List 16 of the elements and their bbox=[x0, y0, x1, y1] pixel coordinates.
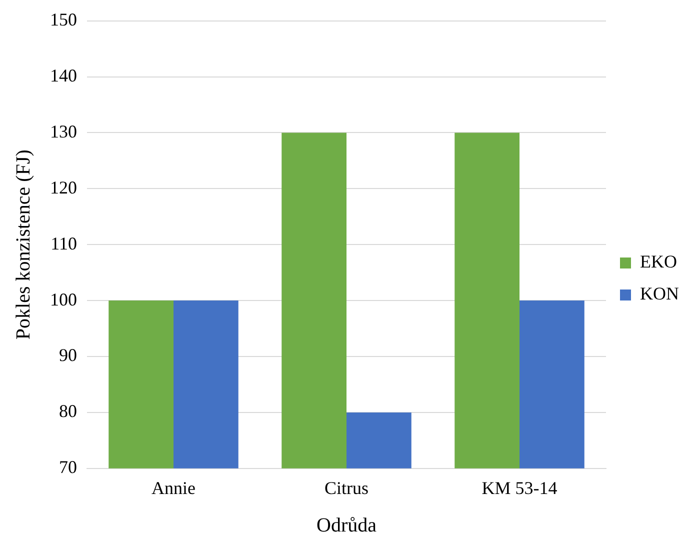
x-tick-label: KM 53-14 bbox=[482, 478, 558, 498]
x-axis-title: Odrůda bbox=[316, 514, 377, 536]
y-tick-label: 70 bbox=[59, 457, 77, 478]
y-tick-label: 100 bbox=[50, 289, 77, 310]
y-tick-label: 130 bbox=[50, 121, 77, 142]
y-tick-label: 120 bbox=[50, 177, 77, 198]
y-axis-title: Pokles konzistence (FJ) bbox=[12, 150, 34, 340]
x-tick-label: Annie bbox=[152, 478, 196, 498]
y-tick-label: 90 bbox=[59, 345, 77, 366]
y-tick-label: 150 bbox=[50, 10, 77, 30]
y-tick-label: 140 bbox=[50, 65, 77, 86]
x-tick-label: Citrus bbox=[324, 478, 369, 498]
y-tick-label: 80 bbox=[59, 401, 77, 422]
legend-label: KON bbox=[640, 284, 680, 304]
legend-label: EKO bbox=[640, 252, 678, 272]
y-tick-label: 110 bbox=[50, 233, 77, 254]
